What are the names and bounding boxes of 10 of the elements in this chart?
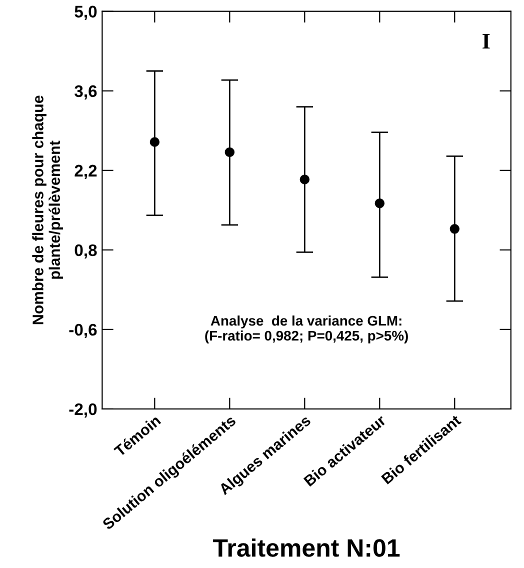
y-tick-label: -0,6 bbox=[69, 324, 97, 338]
y-tick-label: 3,6 bbox=[74, 85, 97, 100]
y-tick-label: 5,0 bbox=[74, 6, 97, 20]
y-tick-label: 0,8 bbox=[74, 244, 97, 259]
x-axis-title: Traitement N:01 bbox=[213, 538, 400, 557]
y-axis-title: Nombre de fleures pour chaque plante/prélèvement bbox=[32, 96, 64, 324]
y-tick-label: 2,2 bbox=[74, 164, 97, 180]
y-tick-label: -2,0 bbox=[69, 403, 97, 418]
annotation: Analyse de la variance GLM: (F-ratio= 0,982; P=0,425, p>5%) bbox=[205, 315, 408, 344]
annotation: I bbox=[482, 34, 490, 49]
